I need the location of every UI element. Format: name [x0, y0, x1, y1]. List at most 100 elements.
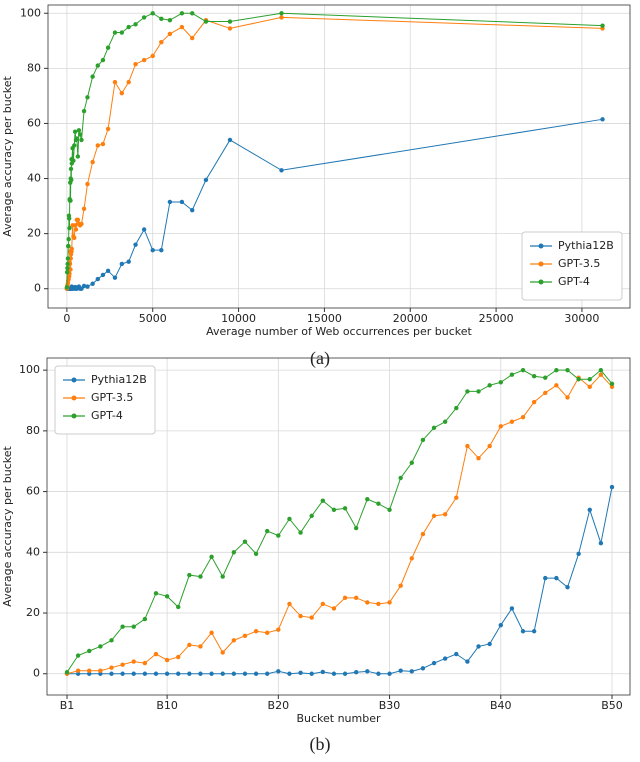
y-tick-label: 80: [27, 61, 41, 74]
point: [119, 90, 125, 96]
point: [176, 604, 181, 610]
point: [353, 525, 359, 531]
legend-marker: [538, 279, 544, 285]
point: [167, 199, 173, 205]
point: [120, 624, 125, 629]
y-tick-label: 80: [26, 424, 40, 437]
point: [198, 671, 203, 676]
point: [353, 670, 359, 675]
point: [342, 506, 348, 511]
point: [320, 601, 326, 607]
point: [565, 585, 570, 590]
legend-label: Pythia12B: [91, 373, 147, 386]
point: [150, 53, 155, 59]
point: [75, 671, 81, 676]
x-axis-label: Average number of Web occurrences per bu…: [206, 325, 472, 338]
point: [253, 671, 259, 676]
point: [465, 389, 470, 394]
x-tick-label: 25000: [479, 312, 514, 325]
point: [141, 227, 147, 232]
y-tick-label: 100: [19, 363, 40, 376]
point: [487, 383, 492, 388]
point: [331, 606, 337, 611]
point: [164, 657, 170, 663]
point: [95, 143, 100, 148]
point: [265, 528, 270, 534]
point: [167, 31, 173, 37]
y-tick-label: 60: [26, 485, 40, 498]
caption: (b): [310, 734, 331, 755]
point: [454, 405, 459, 411]
point: [141, 57, 147, 63]
point: [153, 591, 159, 596]
point: [309, 615, 314, 620]
point: [153, 671, 159, 676]
point: [531, 374, 537, 379]
point: [87, 671, 92, 676]
point: [112, 79, 118, 85]
y-tick-label: 0: [33, 667, 40, 680]
point: [65, 256, 71, 261]
point: [387, 507, 392, 513]
point: [209, 671, 214, 676]
point: [520, 367, 526, 373]
point: [265, 671, 270, 676]
point: [159, 247, 164, 253]
point: [198, 574, 203, 579]
point: [543, 390, 548, 396]
point: [531, 399, 537, 405]
x-tick-label: B1: [60, 699, 75, 712]
point: [509, 606, 515, 611]
point: [242, 633, 248, 638]
point: [90, 281, 95, 286]
point: [71, 158, 76, 163]
point: [231, 638, 237, 643]
point: [309, 513, 314, 519]
series-line: [67, 486, 613, 675]
legend-box: [521, 231, 623, 301]
y-axis-label: Average accuracy per bucket: [1, 446, 14, 607]
point: [309, 671, 314, 676]
point: [465, 659, 470, 664]
point: [276, 669, 281, 674]
point: [76, 128, 82, 133]
point: [75, 668, 81, 673]
point: [126, 79, 131, 85]
point: [331, 507, 337, 513]
x-tick-label: B10: [156, 699, 178, 712]
legend-box: [54, 365, 156, 435]
point: [95, 276, 100, 282]
point: [365, 669, 370, 674]
point: [387, 600, 392, 605]
plot-frame: [47, 4, 631, 309]
point: [442, 656, 448, 661]
point: [85, 181, 90, 187]
point: [187, 572, 192, 578]
point: [119, 30, 125, 35]
point: [203, 177, 209, 183]
point: [598, 372, 604, 377]
point: [227, 137, 233, 143]
caption: (a): [310, 348, 330, 369]
y-tick-label: 20: [26, 606, 40, 619]
point: [353, 595, 359, 601]
point: [227, 26, 233, 31]
point: [190, 11, 195, 16]
point: [164, 671, 170, 676]
point: [342, 671, 348, 676]
point: [398, 583, 403, 588]
point: [431, 660, 437, 666]
point: [253, 629, 259, 634]
point: [77, 132, 83, 137]
legend-label: GPT-3.5: [558, 257, 600, 270]
point: [342, 595, 348, 601]
point: [190, 208, 195, 213]
point: [276, 533, 281, 538]
point: [65, 265, 70, 271]
point: [454, 495, 459, 500]
point: [398, 475, 403, 481]
point: [431, 513, 437, 519]
point: [179, 11, 185, 16]
point: [609, 484, 615, 490]
point: [87, 648, 92, 654]
